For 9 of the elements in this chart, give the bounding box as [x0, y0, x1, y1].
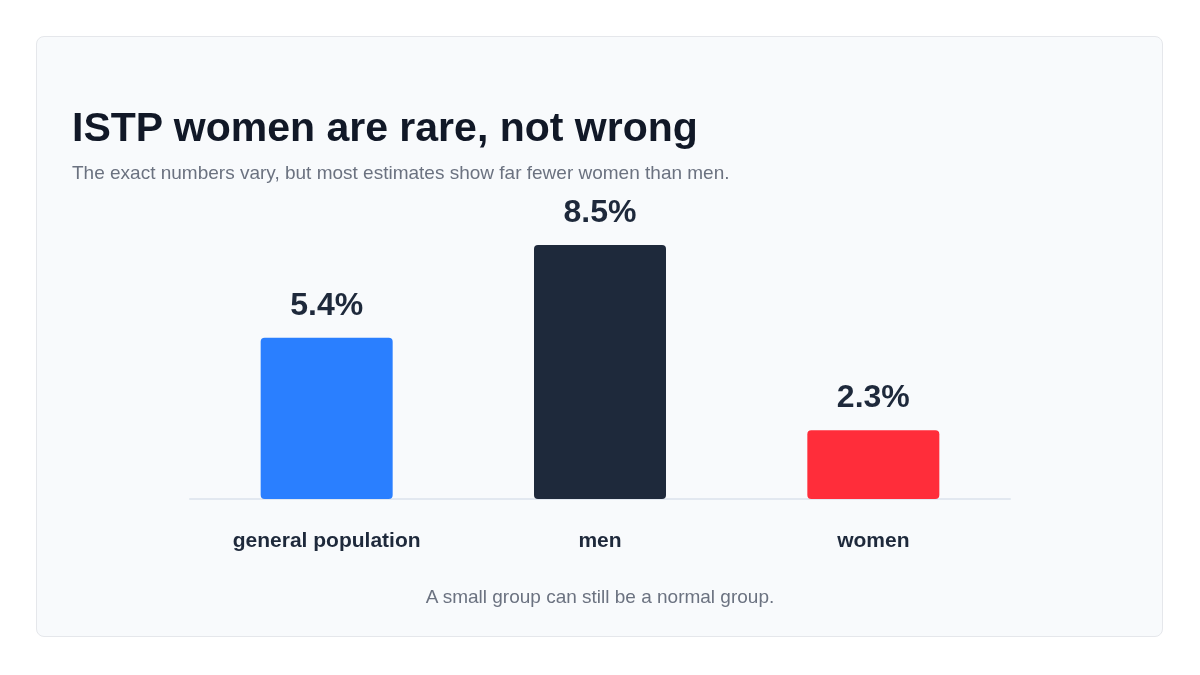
- chart-title: ISTP women are rare, not wrong: [72, 104, 698, 151]
- x-tick-label: women: [836, 528, 910, 551]
- data-label: 8.5%: [563, 193, 637, 229]
- data-label: 5.4%: [290, 285, 364, 322]
- data-label: 2.3%: [836, 378, 910, 415]
- text: A small group can still be a normal group.: [424, 586, 776, 608]
- x-tick-label: general population: [232, 528, 421, 551]
- chart-subtitle: The exact numbers vary, but most estimates show far fewer women than men.: [72, 162, 730, 184]
- x-tick-label: men: [578, 528, 622, 551]
